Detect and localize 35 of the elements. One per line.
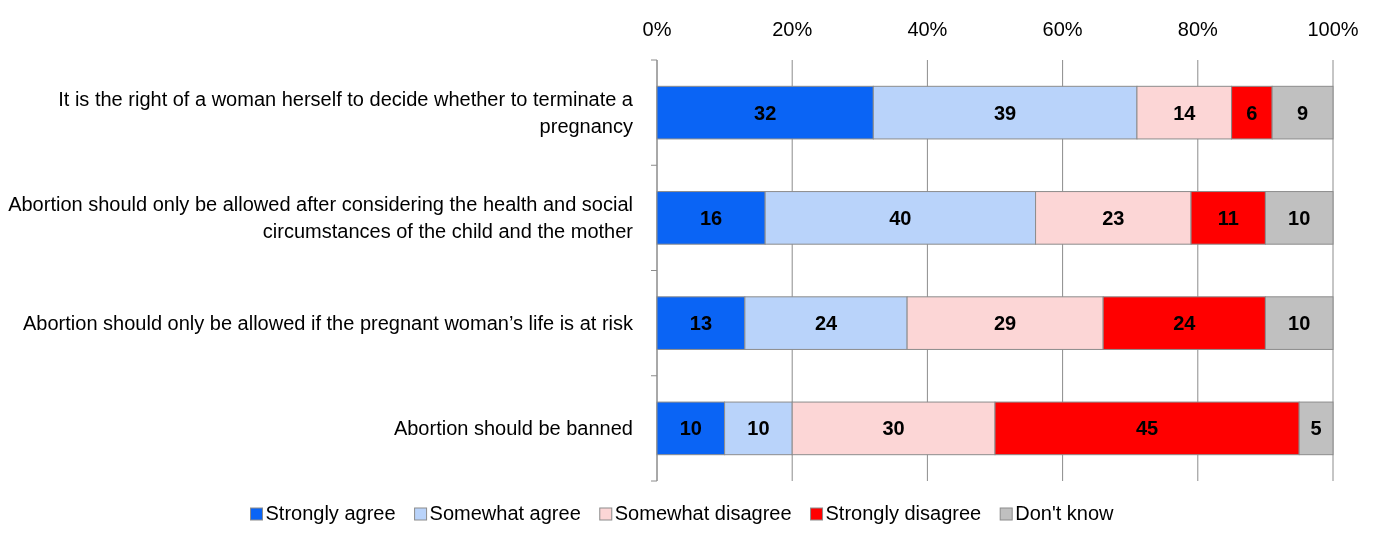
y-tick-label: It is the right of a woman herself to decide whether to terminate a pregnancy [58,88,634,138]
data-label: 6 [1246,101,1258,124]
data-label: 11 [1217,206,1239,229]
data-label: 5 [1310,417,1322,440]
data-label: 24 [1173,312,1197,335]
data-label: 40 [889,206,912,229]
data-label: 30 [882,417,905,440]
data-label: 32 [754,101,777,124]
data-label: 23 [1102,206,1125,229]
data-label: 24 [814,312,838,335]
data-label: 29 [994,312,1017,335]
data-label: 14 [1173,101,1197,124]
data-label: 9 [1297,101,1309,124]
data-label: 10 [679,417,702,440]
y-tick-label: Abortion should be banned [393,417,633,440]
x-tick-label: 20% [772,18,813,40]
data-label: 10 [1288,312,1311,335]
legend-label: Strongly disagree [825,502,982,524]
data-label: 10 [1288,206,1311,229]
x-tick-label: 80% [1177,18,1219,40]
legend-label: Somewhat disagree [614,502,792,524]
y-tick-label: Abortion should only be allowed if the pregnant woman’s life is at risk [23,312,634,335]
x-tick-label: 40% [907,18,948,40]
legend-label: Somewhat agree [429,502,581,524]
data-label: 45 [1135,417,1159,440]
legend-label: Strongly agree [265,502,396,524]
x-tick-label: 0% [642,18,672,40]
data-label: 39 [994,101,1017,124]
data-label: 13 [689,312,713,335]
y-tick-label: Abortion should only be allowed after considering the health and social circumstances of the child and the mother [8,193,634,243]
legend-label: Don't know [1015,502,1115,524]
x-tick-label: 60% [1042,18,1083,40]
data-label: 10 [747,417,770,440]
data-label: 16 [699,206,723,229]
x-tick-label: 100% [1307,18,1359,40]
